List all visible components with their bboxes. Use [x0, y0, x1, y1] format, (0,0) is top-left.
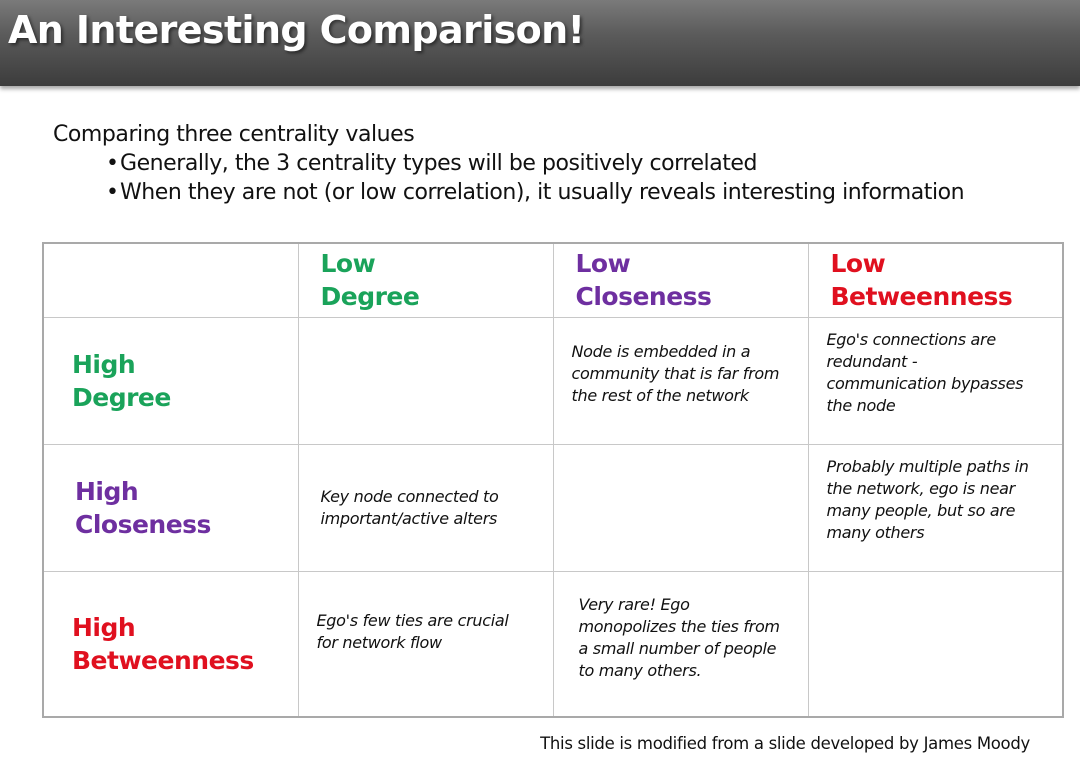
table-cell [807, 570, 1064, 718]
table-cell [297, 316, 554, 445]
bullet-item: •When they are not (or low correlation),… [106, 178, 965, 207]
col-header-line1: Low [320, 249, 376, 279]
col-header-line2: Closeness [575, 282, 712, 312]
table-cell: Ego's few ties are crucial for network f… [297, 570, 554, 718]
bullet-dot: • [106, 180, 119, 205]
intro-text: Comparing three centrality values [53, 122, 415, 147]
table-cell: Very rare! Ego monopolizes the ties from… [552, 570, 809, 718]
table-cell: Node is embedded in a community that is … [552, 316, 809, 445]
row-header-line2: Closeness [75, 509, 211, 539]
table-cell [552, 443, 809, 572]
row-header-line2: Betweenness [72, 645, 254, 675]
bullet-text: Generally, the 3 centrality types will b… [120, 151, 758, 176]
bullet-text: When they are not (or low correlation), … [120, 180, 965, 205]
col-header-line1: Low [575, 249, 631, 279]
title-bar: An Interesting Comparison! [0, 0, 1080, 86]
row-header-high-betweenness: High Betweenness [42, 570, 299, 718]
slide-title: An Interesting Comparison! [8, 8, 585, 52]
row-header-line1: High [75, 476, 139, 506]
corner-cell [42, 242, 299, 318]
row-header-high-closeness: High Closeness [42, 443, 299, 572]
row-header-line1: High [72, 612, 136, 642]
row-header-line1: High [72, 349, 136, 379]
col-header-low-degree: Low Degree [297, 242, 554, 318]
row-high-degree: High Degree Node is embedded in a commun… [42, 316, 1064, 445]
table-cell: Key node connected to important/active a… [297, 443, 554, 572]
col-header-low-betweenness: Low Betweenness [807, 242, 1064, 318]
row-high-closeness: High Closeness Key node connected to imp… [42, 443, 1064, 572]
bullet-list: •Generally, the 3 centrality types will … [106, 149, 965, 207]
row-header-line2: Degree [72, 382, 171, 412]
table-cell: Ego's connections are redundant - commun… [807, 316, 1064, 445]
bullet-dot: • [106, 151, 119, 176]
row-high-betweenness: High Betweenness Ego's few ties are cruc… [42, 570, 1064, 718]
table-cell: Probably multiple paths in the network, … [807, 443, 1064, 572]
bullet-item: •Generally, the 3 centrality types will … [106, 149, 964, 178]
credit-footer: This slide is modified from a slide deve… [540, 734, 1030, 753]
col-header-low-closeness: Low Closeness [552, 242, 809, 318]
comparison-table: Low Degree Low Closeness Low Betweenness… [42, 242, 1064, 718]
col-header-line1: Low [830, 249, 886, 279]
col-header-line2: Degree [320, 282, 420, 312]
header-row: Low Degree Low Closeness Low Betweenness [42, 242, 1064, 318]
row-header-high-degree: High Degree [42, 316, 299, 445]
col-header-line2: Betweenness [830, 282, 1013, 312]
